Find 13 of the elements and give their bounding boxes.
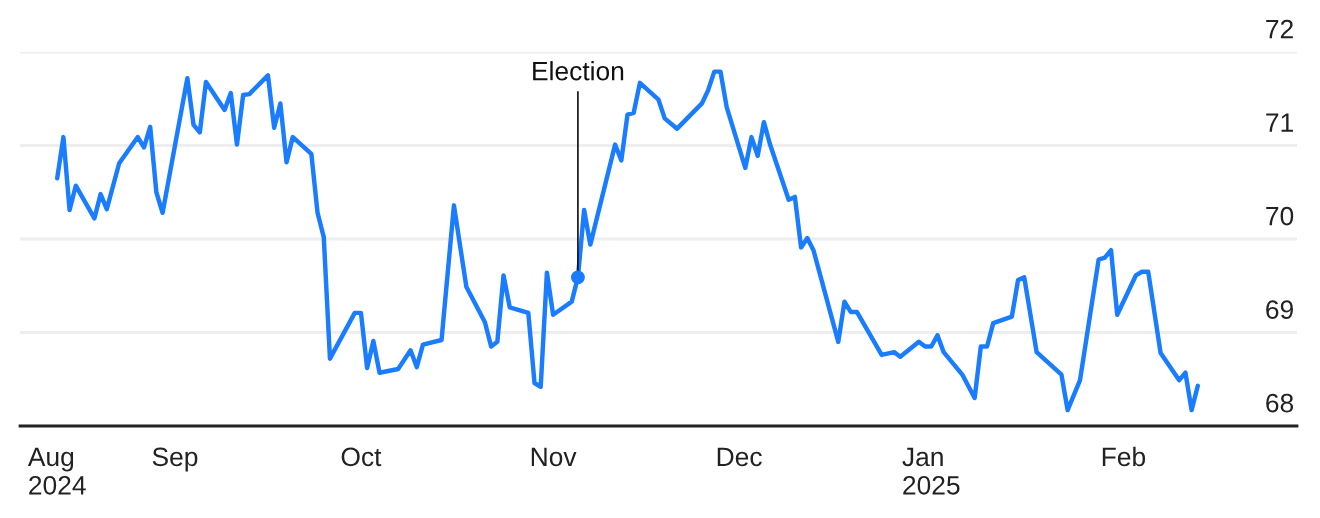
x-tick-label: Dec — [717, 447, 762, 467]
x-tick-label: Jan 2025 — [902, 447, 960, 495]
annotation: Election — [533, 61, 624, 81]
x-tick-label: Sep — [152, 447, 198, 472]
x-tick-label: Nov — [531, 447, 577, 467]
x-tick-label: Feb — [1102, 446, 1146, 467]
x-tick-label: Oct — [341, 447, 382, 467]
y-tick-label: 69 — [1266, 300, 1293, 319]
x-tick-label: Aug 2024 — [27, 447, 86, 495]
y-tick-label: 68 — [1266, 393, 1294, 413]
y-tick-label: 71 — [1266, 113, 1293, 132]
y-tick-label: 72 — [1266, 19, 1293, 39]
y-tick-label: 70 — [1266, 206, 1294, 226]
